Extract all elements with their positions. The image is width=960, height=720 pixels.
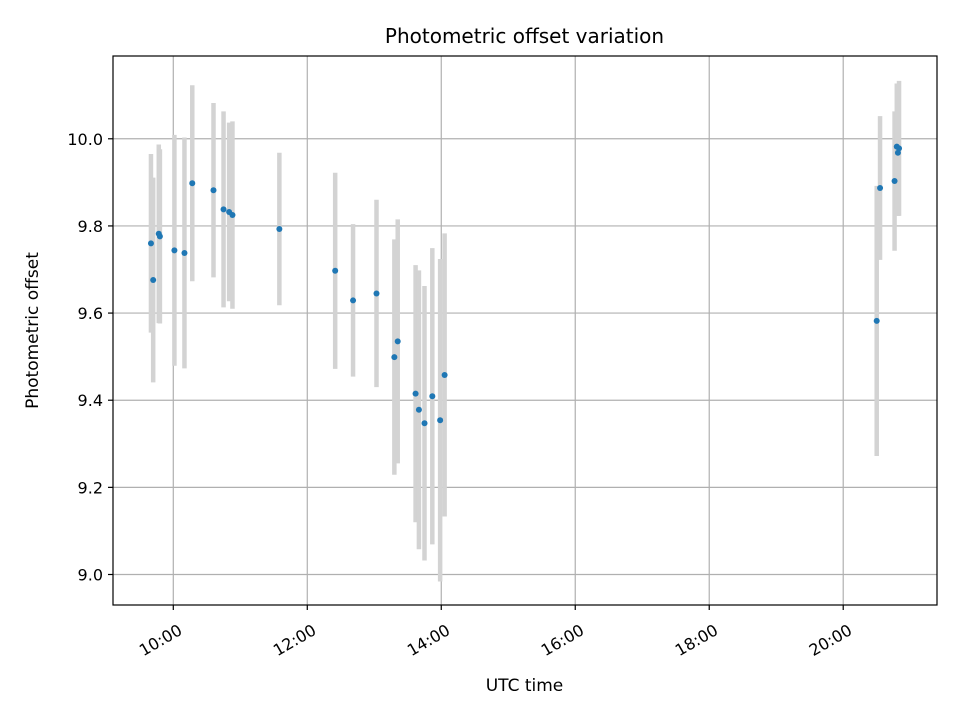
data-point [181, 249, 188, 256]
data-point [877, 185, 884, 192]
data-point [332, 267, 339, 274]
data-point [150, 276, 157, 283]
data-point [412, 390, 419, 397]
data-point [891, 178, 898, 185]
data-point [415, 406, 422, 413]
x-axis-title: UTC time [486, 676, 564, 696]
data-point [429, 393, 436, 400]
data-point [394, 338, 401, 345]
data-point [896, 145, 903, 152]
y-tick-label: 9.0 [78, 566, 103, 585]
y-tick-label: 9.2 [78, 478, 103, 497]
data-point [210, 187, 217, 194]
y-tick-label: 9.6 [78, 304, 103, 323]
data-point [171, 247, 178, 254]
data-point [350, 297, 357, 304]
y-tick-label: 10.0 [67, 130, 103, 149]
data-point [156, 233, 163, 240]
y-tick-label: 9.4 [78, 391, 103, 410]
y-axis-title: Photometric offset [23, 252, 43, 409]
data-point [229, 212, 236, 219]
data-point [421, 420, 428, 427]
plot-area-frame [112, 55, 938, 606]
data-point [373, 290, 380, 297]
data-point [873, 317, 880, 324]
data-point [441, 371, 448, 378]
data-points [147, 143, 903, 427]
data-point [189, 180, 196, 187]
data-point [147, 240, 154, 247]
data-point [391, 354, 398, 361]
chart-title: Photometric offset variation [385, 24, 664, 48]
data-point [220, 206, 227, 213]
grid [113, 56, 937, 605]
data-point [276, 225, 283, 232]
data-point [437, 417, 444, 424]
y-tick-label: 9.8 [78, 217, 103, 236]
y-axis: 9.0 9.2 9.4 9.6 9.8 10.0 [67, 130, 113, 585]
